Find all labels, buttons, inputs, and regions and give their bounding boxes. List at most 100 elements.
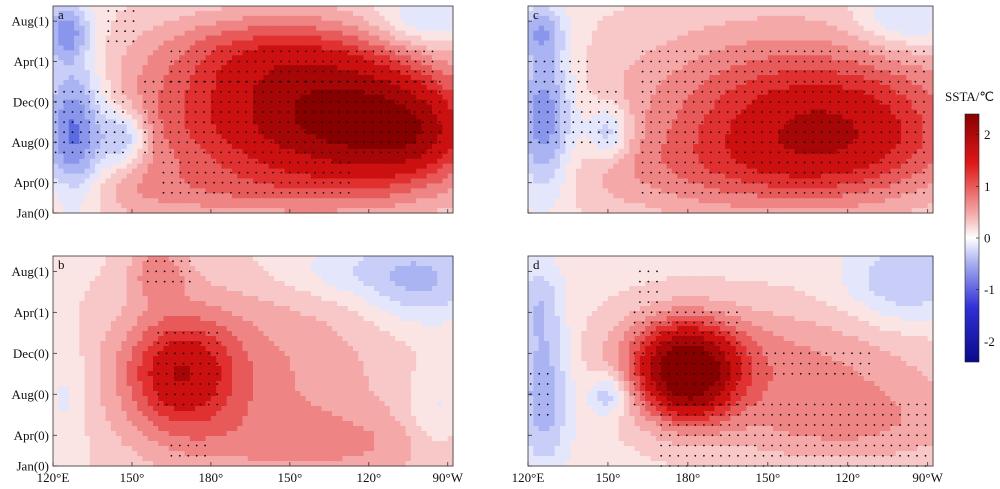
heatmap-cell [358,173,365,180]
stipple-dot [179,191,182,194]
stipple-dot [280,50,282,53]
heatmap-cell [416,94,423,101]
heatmap-cell [205,119,212,125]
heatmap-cell [554,114,561,120]
heatmap-cell [242,55,249,61]
heatmap-cell [368,60,375,66]
heatmap-cell [581,50,588,56]
stipple-dot [177,90,180,93]
heatmap-cell [623,50,630,56]
heatmap-cell [216,178,223,185]
heatmap-cell [447,188,454,194]
heatmap-cell [629,158,636,165]
heatmap-cell [321,10,328,17]
heatmap-cell [442,188,449,194]
stipple-dot [388,121,391,123]
heatmap-cell [253,134,259,140]
heatmap-cell [205,208,212,214]
heatmap-cell [538,15,545,22]
heatmap-cell [205,168,212,175]
heatmap-cell [597,124,604,130]
heatmap-cell [158,20,165,27]
heatmap-cell [618,153,625,160]
heatmap-cell [410,173,417,180]
heatmap-cell [84,84,91,91]
heatmap-cell [416,203,423,209]
heatmap-cell [189,188,196,194]
heatmap-cell [147,40,154,47]
heatmap-cell [89,198,96,204]
heatmap-cell [263,65,270,71]
heatmap-cell [597,198,604,204]
heatmap-cell [295,25,301,32]
heatmap-cell [89,75,96,81]
heatmap-cell [331,70,338,76]
heatmap-cell [358,60,365,66]
heatmap-cell [591,124,598,130]
heatmap-cell [554,6,561,12]
heatmap-cell [431,119,438,125]
heatmap-cell [163,70,170,76]
heatmap-cell [137,198,144,204]
heatmap-cell [447,208,454,214]
heatmap-cell [300,208,307,214]
heatmap-cell [189,20,196,27]
heatmap-cell [200,153,207,160]
heatmap-cell [163,134,170,140]
heatmap-cell [543,124,550,130]
heatmap-cell [337,70,344,76]
heatmap-cell [437,94,444,101]
stipple-dot [371,131,374,134]
heatmap-cell [326,208,333,214]
heatmap-cell [528,104,534,111]
heatmap-cell [321,15,328,22]
heatmap-cell [358,94,365,101]
heatmap-cell [538,94,545,101]
heatmap-cell [79,109,86,116]
heatmap-cell [549,183,556,189]
stipple-dot [389,50,392,53]
heatmap-cell [384,119,391,125]
heatmap-cell [437,183,444,189]
heatmap-cell [205,139,212,145]
heatmap-cell [629,153,636,160]
heatmap-cell [279,75,286,81]
heatmap-cell [384,70,391,76]
heatmap-cell [549,104,556,111]
stipple-dot [363,131,365,134]
heatmap-cell [242,25,249,32]
stipple-dot [330,60,333,63]
heatmap-cell [602,153,609,160]
heatmap-cell [116,208,123,214]
heatmap-cell [116,65,123,71]
heatmap-cell [426,15,433,22]
stipple-dot [238,171,241,174]
heatmap-cell [279,55,286,61]
stipple-dot [195,60,198,63]
heatmap-cell [384,10,391,17]
heatmap-cell [253,30,259,37]
heatmap-cell [389,198,396,204]
heatmap-cell [310,134,317,140]
heatmap-cell [126,109,133,116]
stipple-dot [397,70,400,73]
heatmap-cell [226,15,233,22]
heatmap-cell [528,208,534,214]
heatmap-cell [666,119,673,125]
heatmap-cell [442,10,449,17]
stipple-dot [431,80,434,83]
heatmap-cell [153,139,159,145]
heatmap-cell [89,84,96,91]
heatmap-cell [89,10,96,17]
heatmap-cell [597,6,604,12]
heatmap-cell [607,6,614,12]
heatmap-cell [221,50,228,56]
heatmap-cell [216,183,223,189]
heatmap-cell [400,60,407,66]
heatmap-cell [358,208,365,214]
heatmap-cell [221,10,228,17]
heatmap-cell [247,193,254,199]
heatmap-cell [613,104,620,111]
heatmap-cell [629,208,636,214]
heatmap-cell [231,30,238,37]
